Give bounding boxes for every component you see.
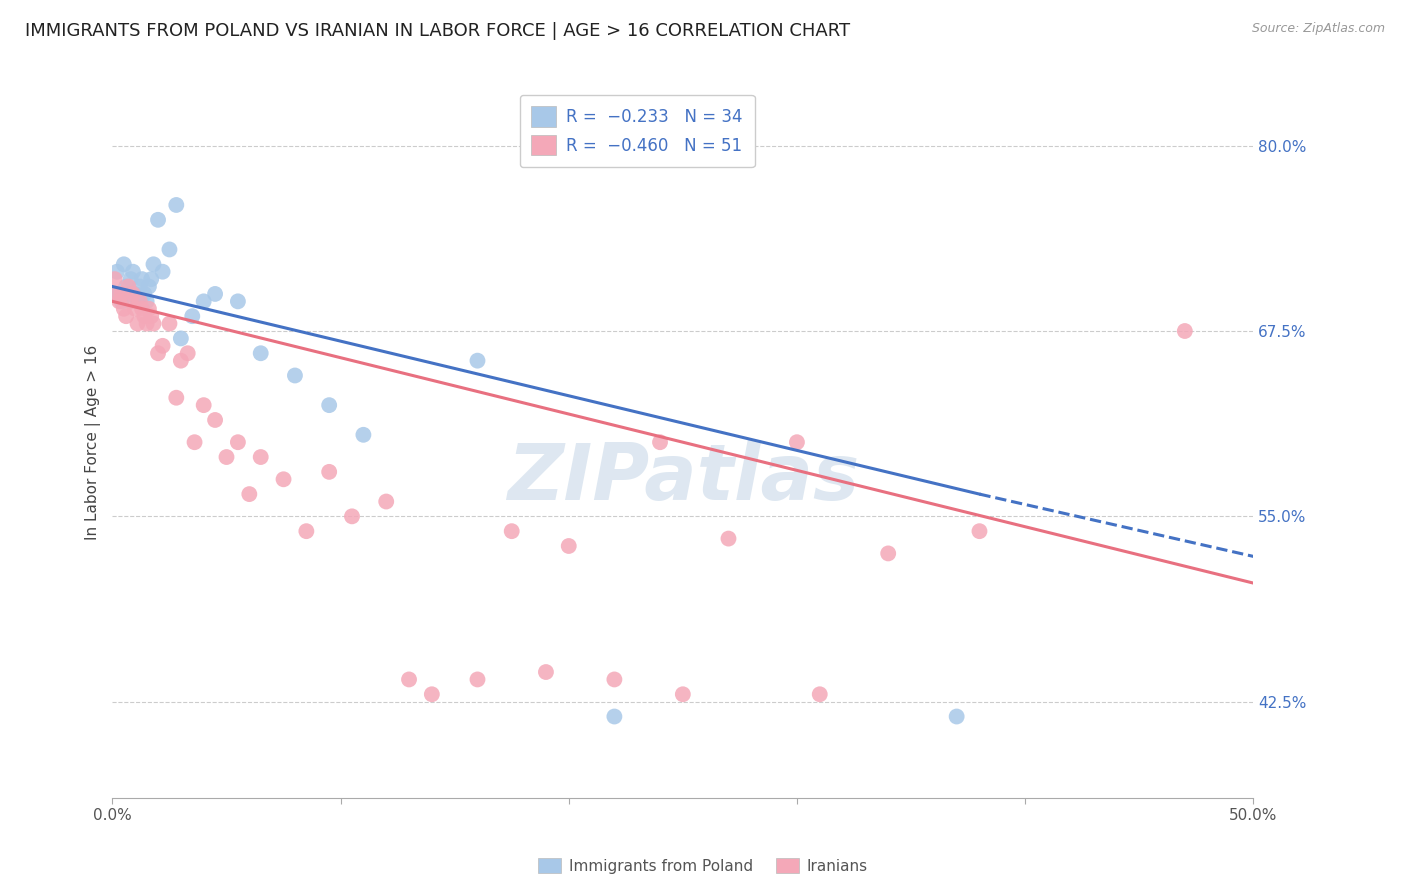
Point — [112, 257, 135, 271]
Point — [877, 546, 900, 560]
Point — [398, 673, 420, 687]
Point — [104, 272, 127, 286]
Point — [204, 287, 226, 301]
Point — [159, 243, 181, 257]
Point — [467, 353, 489, 368]
Point — [177, 346, 200, 360]
Point — [108, 294, 131, 309]
Point — [159, 317, 181, 331]
Point — [375, 494, 398, 508]
Point — [122, 265, 145, 279]
Point — [131, 272, 153, 286]
Point — [152, 265, 174, 279]
Point — [352, 427, 374, 442]
Text: Source: ZipAtlas.com: Source: ZipAtlas.com — [1251, 22, 1385, 36]
Point — [945, 709, 967, 723]
Point — [142, 257, 165, 271]
Point — [120, 294, 142, 309]
Text: ZIPatlas: ZIPatlas — [506, 440, 859, 516]
Legend: Immigrants from Poland, Iranians: Immigrants from Poland, Iranians — [533, 852, 873, 880]
Point — [152, 339, 174, 353]
Point — [134, 309, 156, 323]
Point — [124, 301, 146, 316]
Point — [138, 301, 160, 316]
Point — [318, 398, 340, 412]
Point — [467, 673, 489, 687]
Point — [558, 539, 581, 553]
Point — [284, 368, 307, 383]
Point — [340, 509, 363, 524]
Point — [105, 287, 128, 301]
Point — [420, 687, 443, 701]
Point — [295, 524, 318, 538]
Y-axis label: In Labor Force | Age > 16: In Labor Force | Age > 16 — [86, 344, 101, 540]
Point — [165, 391, 187, 405]
Point — [112, 301, 135, 316]
Point — [603, 709, 626, 723]
Point — [134, 287, 156, 301]
Point — [181, 309, 204, 323]
Point — [786, 435, 808, 450]
Point — [127, 294, 149, 309]
Point — [115, 279, 138, 293]
Point — [128, 294, 150, 309]
Point — [969, 524, 991, 538]
Point — [142, 317, 165, 331]
Point — [115, 309, 138, 323]
Point — [110, 287, 132, 301]
Legend: R =  −0.233   N = 34, R =  −0.460   N = 51: R = −0.233 N = 34, R = −0.460 N = 51 — [520, 95, 755, 167]
Point — [1174, 324, 1197, 338]
Point — [110, 294, 132, 309]
Point — [165, 198, 187, 212]
Point — [117, 287, 139, 301]
Point — [603, 673, 626, 687]
Point — [273, 472, 295, 486]
Point — [193, 294, 215, 309]
Point — [249, 346, 271, 360]
Point — [146, 212, 169, 227]
Text: IMMIGRANTS FROM POLAND VS IRANIAN IN LABOR FORCE | AGE > 16 CORRELATION CHART: IMMIGRANTS FROM POLAND VS IRANIAN IN LAB… — [25, 22, 851, 40]
Point — [648, 435, 671, 450]
Point — [127, 317, 149, 331]
Point — [808, 687, 831, 701]
Point — [318, 465, 340, 479]
Point — [534, 665, 557, 679]
Point — [501, 524, 523, 538]
Point — [226, 294, 249, 309]
Point — [170, 353, 193, 368]
Point — [124, 287, 146, 301]
Point — [193, 398, 215, 412]
Point — [249, 450, 271, 464]
Point — [135, 294, 157, 309]
Point — [238, 487, 260, 501]
Point — [131, 301, 153, 316]
Point — [226, 435, 249, 450]
Point — [183, 435, 205, 450]
Point — [204, 413, 226, 427]
Point — [146, 346, 169, 360]
Point — [117, 279, 139, 293]
Point — [717, 532, 740, 546]
Point — [128, 279, 150, 293]
Point — [135, 317, 157, 331]
Point — [215, 450, 238, 464]
Point — [108, 287, 131, 301]
Point — [105, 265, 128, 279]
Point — [120, 272, 142, 286]
Point — [138, 279, 160, 293]
Point — [672, 687, 695, 701]
Point — [122, 287, 145, 301]
Point — [170, 331, 193, 345]
Point — [141, 309, 163, 323]
Point — [104, 287, 127, 301]
Point — [141, 272, 163, 286]
